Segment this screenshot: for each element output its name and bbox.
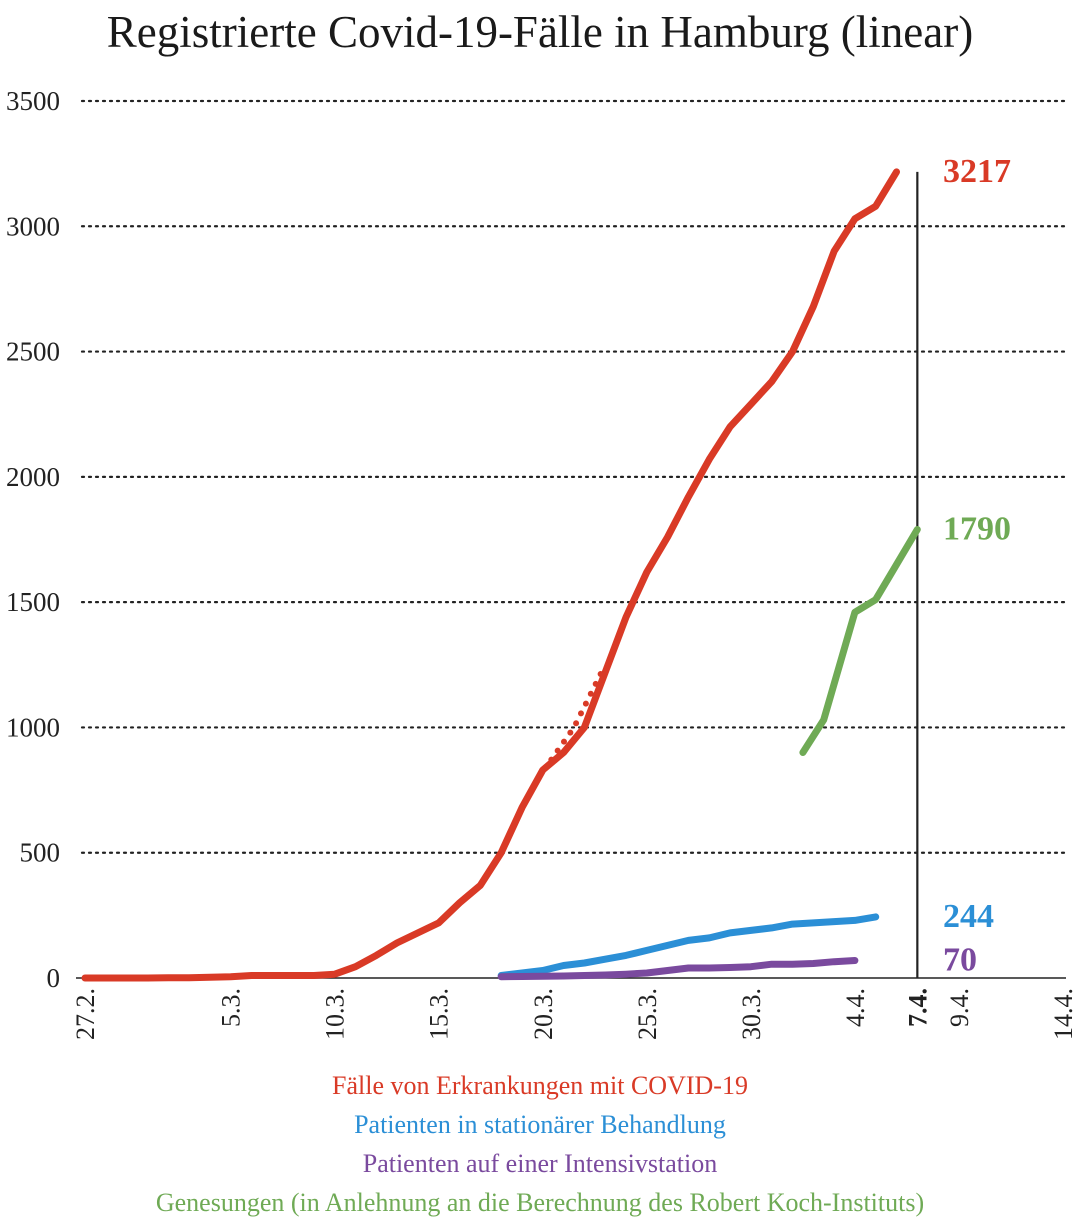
x-tick-label: 7.4. <box>903 988 932 1027</box>
x-tick-label: 10.3. <box>321 988 350 1040</box>
y-tick-label: 2500 <box>6 337 60 367</box>
grid-lines <box>80 99 1068 854</box>
series-line-icu <box>497 957 859 981</box>
x-axis-ticks: 27.2. 5.3. 10.3. 15.3. 20.3. 25.3. 30.3. 4.4. 7.… <box>71 988 1078 1040</box>
series-line-cases <box>81 168 900 982</box>
series-line-recovered <box>799 526 921 756</box>
end-label-hospitalized: 244 <box>943 898 994 935</box>
y-tick-label: 1500 <box>6 587 60 617</box>
legend-item-icu: Patienten auf einer Intensivstation <box>362 1149 718 1178</box>
legend-item-recovered: Genesungen (in Anlehnung an die Berechnu… <box>155 1188 925 1217</box>
line-chart: 0 500 1000 1500 2000 2500 3000 3500 27.2. 5.3. 10… <box>6 86 1078 1040</box>
x-tick-label: 14.4. <box>1049 988 1078 1040</box>
y-tick-label: 0 <box>47 963 61 993</box>
x-tick-label: 9.4. <box>945 988 974 1027</box>
y-axis-ticks: 0 500 1000 1500 2000 2500 3000 3500 <box>6 86 60 993</box>
series-line-hospitalized <box>497 913 880 979</box>
x-tick-label: 25.3. <box>633 988 662 1040</box>
y-tick-label: 500 <box>20 838 61 868</box>
x-tick-label: 15.3. <box>425 988 454 1040</box>
y-tick-label: 3000 <box>6 211 60 241</box>
end-labels: 3217 244 70 1790 <box>943 153 1011 979</box>
end-label-icu: 70 <box>943 941 977 978</box>
x-tick-label: 27.2. <box>71 988 100 1040</box>
end-label-recovered: 1790 <box>943 510 1011 547</box>
series-group <box>81 168 921 982</box>
legend-item-cases: Fälle von Erkrankungen mit COVID-19 <box>332 1071 748 1100</box>
x-tick-label: 5.3. <box>217 988 246 1027</box>
x-tick-label: 20.3. <box>529 988 558 1040</box>
x-tick-label: 4.4. <box>841 988 870 1027</box>
y-tick-label: 2000 <box>6 462 60 492</box>
y-tick-label: 1000 <box>6 712 60 742</box>
dotted-annotation-segment <box>535 661 609 781</box>
chart-title: Registrierte Covid-19-Fälle in Hamburg (… <box>106 7 974 57</box>
end-label-cases: 3217 <box>943 153 1011 190</box>
x-tick-label: 30.3. <box>737 988 766 1040</box>
y-tick-label: 3500 <box>6 86 60 116</box>
legend-item-hospitalized: Patienten in stationärer Behandlung <box>354 1110 726 1139</box>
x-axis <box>76 171 1066 979</box>
